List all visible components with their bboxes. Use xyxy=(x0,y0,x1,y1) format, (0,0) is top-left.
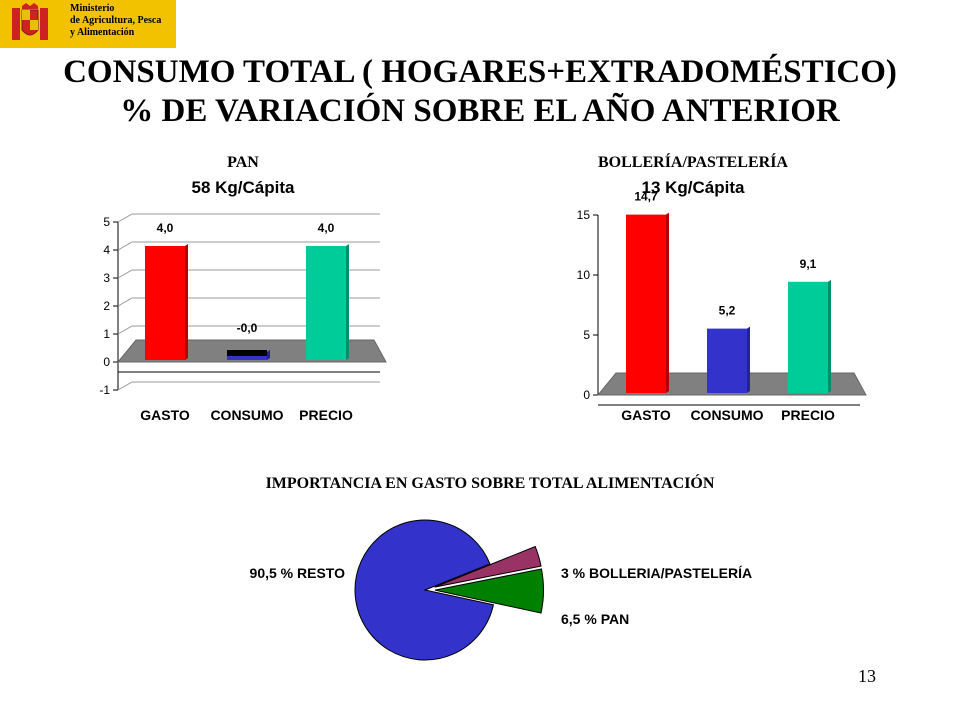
bar-side xyxy=(267,350,270,360)
pie-slice xyxy=(434,568,544,614)
page-title-line-1: CONSUMO TOTAL ( HOGARES+EXTRADOMÉSTICO) xyxy=(63,54,897,90)
data-label: -0,0 xyxy=(237,321,258,335)
pie-slice xyxy=(354,519,495,661)
x-tick-label-precio: PRECIO xyxy=(299,407,353,423)
y-tick-label: 3 xyxy=(103,271,110,285)
pie-label-resto: 90,5 % RESTO xyxy=(250,565,346,581)
data-label: 9,1 xyxy=(800,257,817,271)
data-label: 14,7 xyxy=(634,190,658,204)
chart-pan: PAN 58 Kg/Cápita -1 0 1 2 3 4 5 4,0 GASTO -0,0 CON… xyxy=(99,154,387,423)
bar-side xyxy=(185,244,188,360)
y-tick-label: 5 xyxy=(103,215,110,229)
bar-precio xyxy=(788,281,828,393)
gridline-depth xyxy=(117,213,133,223)
y-tick-label: 15 xyxy=(577,208,591,222)
y-tick-label: 4 xyxy=(103,243,110,257)
bar-precio xyxy=(306,246,346,360)
bar-consumo xyxy=(707,328,747,393)
gridline-depth xyxy=(117,269,133,279)
pie-slice xyxy=(434,545,542,588)
gridline-depth xyxy=(117,381,133,391)
chart-bolleria-subtitle: 13 Kg/Cápita xyxy=(642,178,746,197)
pie-label-pan: 6,5 % PAN xyxy=(561,611,629,627)
bar-side xyxy=(828,279,831,393)
bar-cap xyxy=(227,350,267,356)
chart-pie: IMPORTANCIA EN GASTO SOBRE TOTAL ALIMENT… xyxy=(250,473,752,661)
coat-of-arms-icon xyxy=(8,3,52,44)
gridline-depth xyxy=(117,241,133,251)
data-label: 4,0 xyxy=(157,221,174,235)
bar-gasto xyxy=(626,214,666,393)
x-tick-label-consumo: CONSUMO xyxy=(690,407,763,423)
bar-side xyxy=(747,326,750,393)
y-tick-label: -1 xyxy=(99,383,110,397)
y-tick-label: 10 xyxy=(577,268,591,282)
chart-bolleria: BOLLERÍA/PASTELERÍA 13 Kg/Cápita 0 5 10 15 1… xyxy=(577,152,867,423)
bar-side xyxy=(666,212,669,393)
x-tick-label-gasto: GASTO xyxy=(140,407,190,423)
logo-line-3: y Alimentación xyxy=(70,27,135,38)
y-tick-label: 2 xyxy=(103,299,110,313)
x-tick-label-consumo: CONSUMO xyxy=(210,407,283,423)
bar-gasto xyxy=(145,246,185,360)
pie-title: IMPORTANCIA EN GASTO SOBRE TOTAL ALIMENT… xyxy=(266,473,715,492)
page-title-line-2: % DE VARIACIÓN SOBRE EL AÑO ANTERIOR xyxy=(120,93,840,129)
logo-line-2: de Agricultura, Pesca xyxy=(70,15,162,26)
y-tick-label: 1 xyxy=(103,327,110,341)
y-tick-label: 0 xyxy=(103,355,110,369)
data-label: 5,2 xyxy=(719,304,736,318)
x-tick-label-gasto: GASTO xyxy=(621,407,671,423)
data-label: 4,0 xyxy=(318,221,335,235)
page-number: 13 xyxy=(858,666,876,686)
gridline-depth xyxy=(117,325,133,335)
chart-bolleria-title: BOLLERÍA/PASTELERÍA xyxy=(598,152,788,171)
ministry-logo: Ministerio de Agricultura, Pesca y Alime… xyxy=(0,0,176,48)
chart-pan-title: PAN xyxy=(227,154,259,171)
y-tick-label: 0 xyxy=(583,388,590,402)
logo-line-1: Ministerio xyxy=(70,3,115,14)
gridline-depth xyxy=(117,297,133,307)
bar-side xyxy=(346,244,349,360)
x-tick-label-precio: PRECIO xyxy=(781,407,835,423)
chart-pan-subtitle: 58 Kg/Cápita xyxy=(192,178,296,197)
y-tick-label: 5 xyxy=(583,328,590,342)
pie-label-bolleria: 3 % BOLLERIA/PASTELERÍA xyxy=(561,565,752,581)
